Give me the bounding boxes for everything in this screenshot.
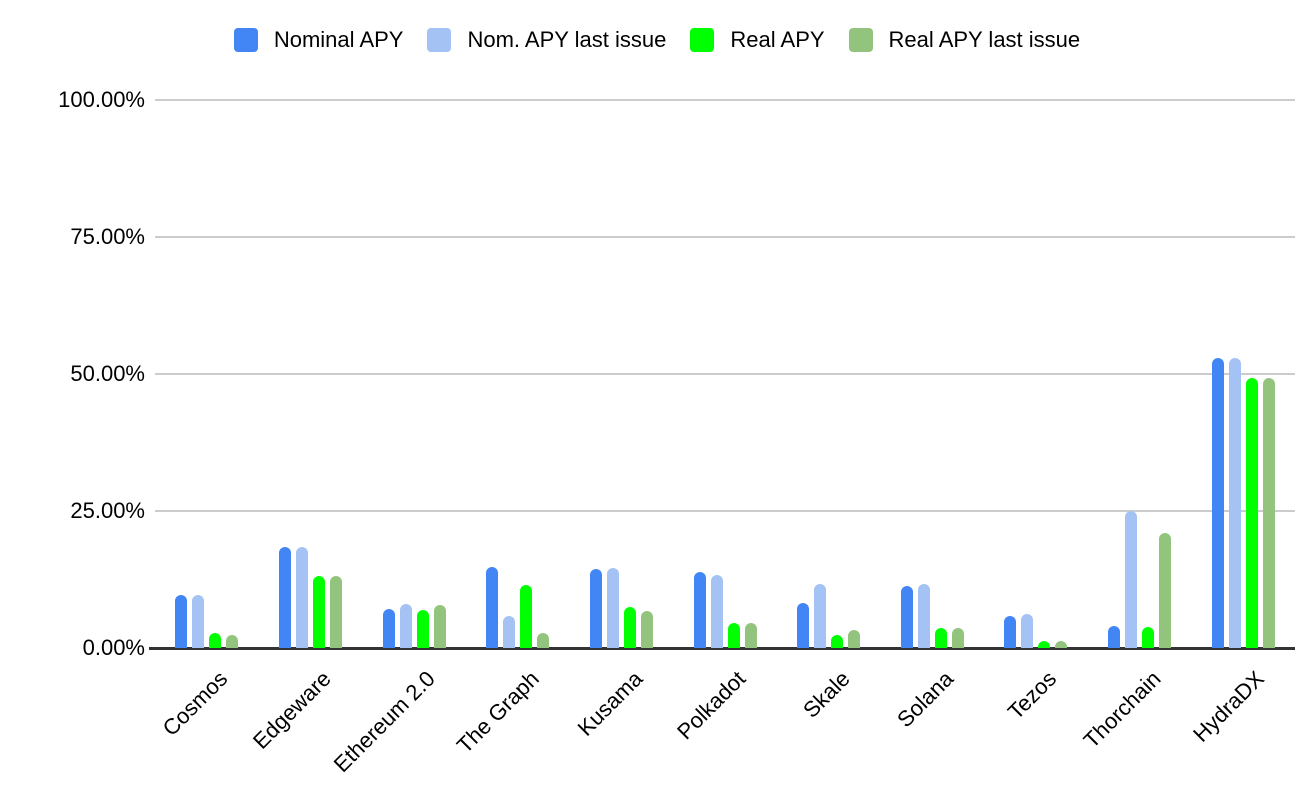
x-axis-label-cosmos: Cosmos [157, 666, 233, 741]
bar-cosmos-real-apy-last-issue [226, 634, 239, 648]
legend-label-real-apy-last-issue: Real APY last issue [888, 27, 1081, 52]
x-axis-label-kusama: Kusama [572, 666, 648, 741]
y-axis-tick-label: 25.00% [70, 498, 145, 523]
x-axis-label-the-graph: The Graph [451, 666, 544, 759]
legend-item-real-apy-last-issue: Real APY last issue [848, 27, 1081, 52]
bar-tezos-nom-apy-last-issue [1021, 614, 1034, 648]
bar-skale-nom-apy-last-issue [814, 583, 827, 648]
y-axis-tick-label: 0.00% [82, 635, 145, 660]
x-axis-label-edgeware: Edgeware [248, 666, 337, 754]
x-axis-label-polkadot: Polkadot [672, 666, 751, 745]
x-axis-label-hydradx: HydraDX [1188, 666, 1269, 747]
legend-swatch-real-apy-last-issue [848, 28, 873, 52]
y-axis-tick-label: 100.00% [58, 87, 145, 112]
bar-edgeware-nom-apy-last-issue [295, 546, 308, 648]
legend-item-real-apy: Real APY [690, 27, 825, 52]
bar-thorchain-nominal-apy [1108, 625, 1121, 648]
bar-ethereum-2-0-real-apy-last-issue [433, 605, 446, 648]
bar-thorchain-real-apy-last-issue [1159, 533, 1172, 648]
legend-label-real-apy: Real APY [730, 27, 825, 52]
bar-tezos-real-apy [1038, 640, 1051, 648]
legend-swatch-nominal-apy [233, 28, 258, 52]
bar-the-graph-nominal-apy [486, 566, 499, 648]
bar-the-graph-nom-apy-last-issue [503, 616, 516, 648]
chart-legend: Nominal APY Nom. APY last issue Real APY Re… [0, 28, 1314, 52]
bar-hydradx-real-apy-last-issue [1262, 377, 1275, 648]
legend-swatch-real-apy [690, 28, 715, 52]
legend-label-nominal-apy: Nominal APY [273, 27, 404, 52]
bar-polkadot-real-apy-last-issue [744, 622, 757, 648]
bar-skale-real-apy [831, 635, 844, 648]
bar-kusama-real-apy-last-issue [640, 610, 653, 648]
bar-edgeware-real-apy [312, 575, 325, 648]
bar-polkadot-nominal-apy [693, 571, 706, 648]
bar-thorchain-nom-apy-last-issue [1125, 511, 1138, 648]
legend-swatch-nom-apy-last-issue [427, 28, 452, 52]
x-axis-line [149, 647, 1295, 650]
bar-ethereum-2-0-nom-apy-last-issue [399, 604, 412, 648]
bar-hydradx-real-apy [1245, 377, 1258, 648]
x-axis-label-skale: Skale [797, 666, 855, 723]
x-axis-label-solana: Solana [891, 666, 958, 733]
bar-ethereum-2-0-nominal-apy [382, 608, 395, 648]
bar-thorchain-real-apy [1142, 627, 1155, 648]
legend-item-nominal-apy: Nominal APY [233, 27, 404, 52]
bar-polkadot-nom-apy-last-issue [710, 574, 723, 648]
gridline-75-00 [155, 236, 1295, 238]
bar-cosmos-real-apy [209, 632, 222, 648]
bar-solana-nom-apy-last-issue [917, 583, 930, 648]
bar-edgeware-nominal-apy [278, 546, 291, 648]
bar-kusama-nom-apy-last-issue [606, 567, 619, 648]
bar-tezos-real-apy-last-issue [1055, 641, 1068, 648]
bar-solana-nominal-apy [900, 585, 913, 648]
bar-cosmos-nom-apy-last-issue [192, 594, 205, 648]
bar-hydradx-nominal-apy [1211, 357, 1224, 648]
bar-kusama-real-apy [623, 607, 636, 648]
bar-edgeware-real-apy-last-issue [329, 575, 342, 648]
bar-tezos-nominal-apy [1004, 615, 1017, 648]
legend-item-nom-apy-last-issue: Nom. APY last issue [427, 28, 666, 52]
bar-kusama-nominal-apy [589, 568, 602, 648]
bar-solana-real-apy-last-issue [951, 627, 964, 648]
gridline-100-00 [155, 99, 1295, 101]
x-axis-label-thorchain: Thorchain [1078, 666, 1166, 753]
y-axis-tick-label: 50.00% [70, 361, 145, 386]
bar-cosmos-nominal-apy [175, 594, 188, 648]
bar-polkadot-real-apy [727, 622, 740, 648]
bar-skale-nominal-apy [797, 602, 810, 648]
bar-hydradx-nom-apy-last-issue [1228, 357, 1241, 648]
bar-ethereum-2-0-real-apy [416, 609, 429, 648]
x-axis-label-tezos: Tezos [1003, 666, 1062, 725]
bar-the-graph-real-apy [520, 584, 533, 648]
legend-label-nom-apy-last-issue: Nom. APY last issue [467, 27, 667, 52]
x-axis-label-ethereum-2-0: Ethereum 2.0 [328, 666, 440, 778]
y-axis-tick-label: 75.00% [70, 224, 145, 249]
gridline-50-00 [155, 373, 1295, 375]
gridline-25-00 [155, 510, 1295, 512]
bar-skale-real-apy-last-issue [848, 629, 861, 648]
bar-the-graph-real-apy-last-issue [537, 633, 550, 648]
bar-solana-real-apy [934, 627, 947, 648]
